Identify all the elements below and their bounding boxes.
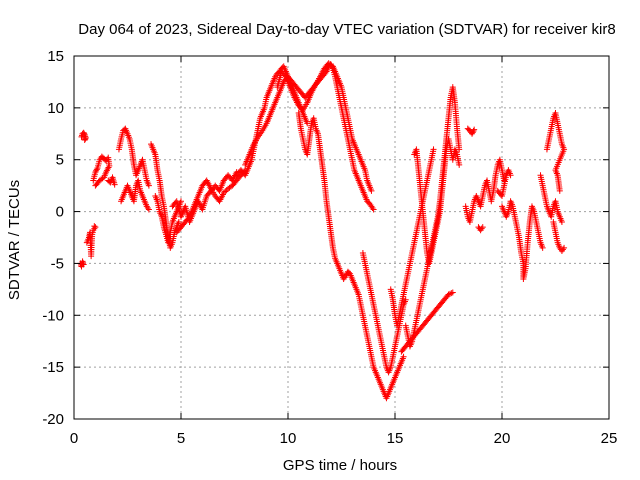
data-point	[92, 182, 99, 189]
data-point	[295, 102, 302, 109]
data-point	[471, 126, 478, 133]
data-points	[77, 60, 568, 402]
data-point	[92, 224, 99, 231]
data-point	[479, 224, 486, 231]
y-tick-label: -15	[42, 359, 64, 376]
data-point	[558, 218, 565, 225]
data-point	[111, 181, 118, 188]
x-tick-label: 5	[177, 430, 185, 447]
data-point	[449, 289, 456, 296]
x-tick-label: 25	[601, 430, 618, 447]
data-point	[469, 130, 476, 137]
data-point	[80, 261, 87, 268]
data-point	[445, 291, 452, 298]
data-point	[220, 189, 227, 196]
y-tick-label: -5	[51, 255, 64, 272]
data-point	[539, 244, 546, 251]
plot-frame	[73, 55, 610, 420]
x-tick-label: 10	[280, 430, 297, 447]
y-tick-label: 5	[56, 152, 64, 169]
x-tick-label: 20	[494, 430, 511, 447]
x-axis-label: GPS time / hours	[283, 457, 397, 474]
data-point	[469, 129, 476, 136]
data-point	[185, 215, 192, 222]
data-point	[93, 181, 100, 188]
y-tick-label: 0	[56, 204, 64, 221]
y-tick-label: 15	[47, 48, 64, 65]
data-point	[297, 104, 304, 111]
plot-border	[73, 55, 610, 420]
data-point	[175, 218, 182, 225]
y-tick-label: -20	[42, 411, 64, 428]
data-point	[448, 290, 455, 297]
y-tick-label: 10	[47, 100, 64, 117]
y-axis-label: SDTVAR / TECUs	[6, 180, 23, 300]
data-point	[400, 353, 407, 360]
data-point	[561, 244, 568, 251]
data-point	[370, 206, 377, 213]
data-point	[93, 167, 100, 174]
data-point	[456, 161, 463, 168]
data-point	[81, 137, 88, 144]
data-point	[556, 187, 563, 194]
chart-title: Day 064 of 2023, Sidereal Day-to-day VTE…	[78, 21, 615, 38]
data-point	[93, 166, 100, 173]
x-tick-label: 0	[70, 430, 78, 447]
data-point	[402, 296, 409, 303]
data-point	[82, 135, 89, 142]
gridlines	[74, 56, 609, 419]
data-point	[145, 206, 152, 213]
data-point	[91, 223, 98, 230]
data-point	[222, 188, 229, 195]
data-point	[368, 187, 375, 194]
data-point	[430, 146, 437, 153]
x-tick-label: 15	[387, 430, 404, 447]
data-point	[507, 172, 514, 179]
data-point	[446, 290, 453, 297]
data-point	[81, 130, 88, 137]
data-point	[281, 72, 288, 79]
data-point	[470, 128, 477, 135]
y-tick-label: -10	[42, 307, 64, 324]
data-point	[92, 169, 99, 176]
data-point	[145, 182, 152, 189]
tick-labels: 0 5 10 15 20 25 -20 -15 -10 -5 0 5 10 15	[42, 48, 617, 447]
